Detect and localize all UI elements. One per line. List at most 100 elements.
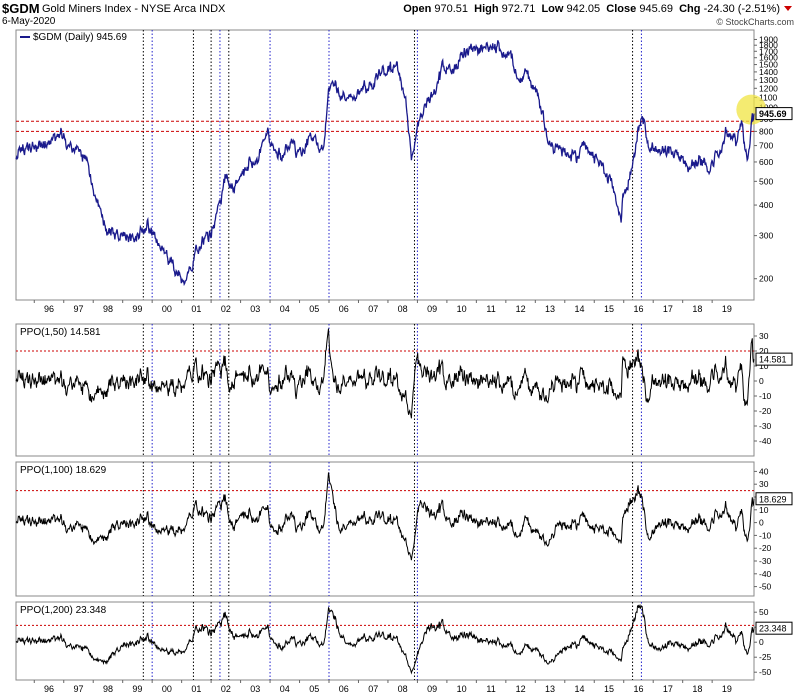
x-axis-year-label: 03 <box>250 684 260 694</box>
ppo-y-tick-label: -50 <box>759 582 772 592</box>
ppo-y-tick-label: -20 <box>759 406 772 416</box>
price-y-tick-label: 1700 <box>759 46 778 56</box>
date-label: 6-May-2020 <box>2 16 56 27</box>
ppo-last-value: 14.581 <box>759 355 787 365</box>
x-axis-year-label: 15 <box>604 304 614 314</box>
price-last-value-box <box>755 107 793 121</box>
ppo-y-tick-label: 0 <box>759 518 764 528</box>
x-axis-year-label: 14 <box>575 684 585 694</box>
x-axis-year-label: 12 <box>516 684 526 694</box>
panel-2-frame <box>15 323 755 457</box>
price-y-tick-label: 1100 <box>759 93 778 103</box>
close-label: Close <box>606 3 637 15</box>
open-value: 970.51 <box>434 3 469 15</box>
x-axis-year-label: 96 <box>44 684 54 694</box>
panel-1-frame <box>15 29 755 301</box>
x-axis-year-label: 09 <box>427 684 437 694</box>
ppo-y-tick-label: -10 <box>759 391 772 401</box>
panel-4-frame <box>15 601 755 681</box>
ppo-y-tick-label: -30 <box>759 556 772 566</box>
price-y-tick-label: 300 <box>759 231 773 241</box>
gdm-price-line <box>15 40 755 287</box>
x-axis-year-label: 18 <box>692 304 702 314</box>
price-last-value: 945.69 <box>759 109 787 119</box>
x-axis-year-label: 07 <box>368 684 378 694</box>
low-value: 942.05 <box>566 3 601 15</box>
ppo-y-tick-label: 10 <box>759 361 769 371</box>
x-axis-year-label: 11 <box>486 684 495 694</box>
ppo-200-line <box>15 604 755 675</box>
x-axis-year-label: 10 <box>457 304 467 314</box>
x-axis-year-label: 10 <box>457 684 467 694</box>
x-axis-year-label: 15 <box>604 684 614 694</box>
x-axis-year-label: 97 <box>73 684 83 694</box>
price-y-tick-label: 700 <box>759 141 773 151</box>
symbol-label: $GDM <box>2 1 40 16</box>
low-label: Low <box>541 3 564 15</box>
x-axis-year-label: 97 <box>73 304 83 314</box>
index-name: Gold Miners Index - NYSE Arca INDX <box>42 3 226 15</box>
price-y-tick-label: 800 <box>759 126 773 136</box>
x-axis-year-label: 11 <box>486 304 495 314</box>
price-y-tick-label: 1600 <box>759 53 778 63</box>
x-axis-year-label: 05 <box>309 684 319 694</box>
x-axis-year-label: 12 <box>516 304 526 314</box>
x-axis-year-label: 00 <box>162 684 172 694</box>
ppo-y-tick-label: -50 <box>759 667 772 677</box>
ppo-y-tick-label: -25 <box>759 652 772 662</box>
x-axis-year-label: 98 <box>103 684 113 694</box>
x-axis-year-label: 08 <box>398 684 408 694</box>
x-axis-year-label: 16 <box>633 684 643 694</box>
x-axis-year-label: 02 <box>221 304 231 314</box>
ppo-y-tick-label: -40 <box>759 436 772 446</box>
x-axis-year-label: 09 <box>427 304 437 314</box>
price-y-tick-label: 500 <box>759 176 773 186</box>
open-label: Open <box>403 3 432 15</box>
high-value: 972.71 <box>501 3 536 15</box>
price-y-tick-label: 1800 <box>759 40 778 50</box>
price-y-tick-label: 1400 <box>759 67 778 77</box>
ppo-y-tick-label: -40 <box>759 569 772 579</box>
ppo-last-value: 18.629 <box>759 494 787 504</box>
x-axis-year-label: 14 <box>575 304 585 314</box>
x-axis-year-label: 02 <box>221 684 231 694</box>
x-axis-year-label: 06 <box>339 304 349 314</box>
stockcharts-credit: © StockCharts.com <box>716 17 794 27</box>
x-axis-year-label: 19 <box>722 304 732 314</box>
ppo-legend-label: PPO(1,200) 23.348 <box>20 605 107 616</box>
x-axis-year-label: 04 <box>280 684 290 694</box>
chg-label: Chg <box>679 3 701 15</box>
ppo-y-tick-label: 30 <box>759 479 769 489</box>
ppo-last-value: 23.348 <box>759 624 787 634</box>
ppo-legend-label: PPO(1,100) 18.629 <box>20 465 107 476</box>
ppo-y-tick-label: 20 <box>759 346 769 356</box>
ppo-50-line <box>15 328 755 419</box>
ppo-y-tick-label: 40 <box>759 466 769 476</box>
down-arrow-icon <box>784 6 792 11</box>
x-axis-year-label: 96 <box>44 304 54 314</box>
price-y-tick-label: 400 <box>759 200 773 210</box>
quote-summary: Open 970.51 High 972.71 Low 942.05 Close… <box>403 3 780 15</box>
x-axis-year-label: 06 <box>339 684 349 694</box>
x-axis-year-label: 07 <box>368 304 378 314</box>
x-axis-year-label: 05 <box>309 304 319 314</box>
ppo-y-tick-label: 50 <box>759 607 769 617</box>
price-y-tick-label: 1900 <box>759 34 778 44</box>
ppo-last-value-box <box>755 352 793 366</box>
panel-3-frame <box>15 461 755 597</box>
ppo-y-tick-label: -20 <box>759 543 772 553</box>
x-axis-year-label: 00 <box>162 304 172 314</box>
x-axis-year-label: 99 <box>132 684 142 694</box>
x-axis-year-label: 04 <box>280 304 290 314</box>
ppo-y-tick-label: 0 <box>759 376 764 386</box>
x-axis-year-label: 01 <box>191 304 201 314</box>
ppo-legend-label: PPO(1,50) 14.581 <box>20 327 101 338</box>
ppo-last-value-box <box>755 621 793 635</box>
ppo-last-value-box <box>755 492 793 506</box>
x-axis-year-label: 17 <box>663 684 673 694</box>
ppo-100-line <box>15 472 755 561</box>
ppo-y-tick-label: 0 <box>759 637 764 647</box>
x-axis-year-label: 13 <box>545 304 555 314</box>
ppo-y-tick-label: 30 <box>759 331 769 341</box>
price-y-tick-label: 1300 <box>759 75 778 85</box>
